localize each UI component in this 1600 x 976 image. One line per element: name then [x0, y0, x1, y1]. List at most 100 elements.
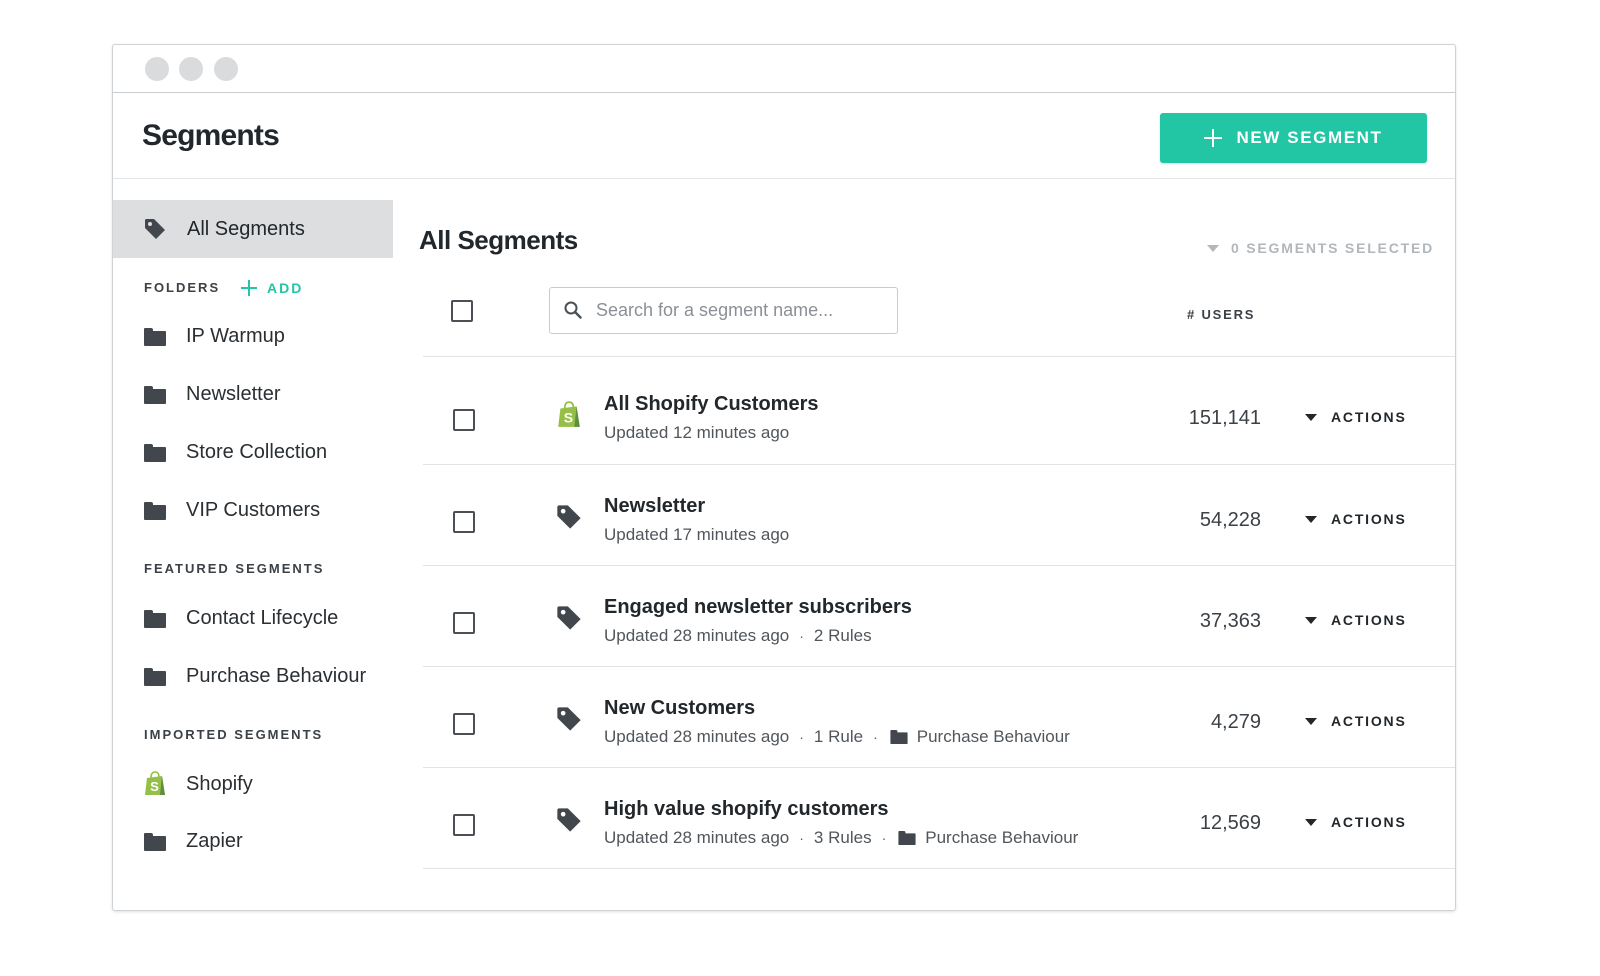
- search-icon: [564, 301, 582, 319]
- segment-folder-label: Purchase Behaviour: [916, 727, 1070, 746]
- plus-icon: [1204, 129, 1223, 147]
- actions-label: ACTIONS: [1331, 713, 1407, 729]
- actions-dropdown[interactable]: ACTIONS: [1305, 511, 1407, 527]
- tag-icon: [557, 505, 581, 529]
- folders-heading: FOLDERS: [144, 280, 221, 295]
- sidebar-item-purchase-behaviour[interactable]: Purchase Behaviour: [144, 665, 366, 688]
- caret-down-icon: [1305, 818, 1317, 826]
- table-row: Newsletter Updated 17 minutes ago 54,228…: [423, 465, 1455, 565]
- divider: [423, 356, 1455, 357]
- sidebar-item-shopify[interactable]: S Shopify: [144, 771, 253, 797]
- segment-name[interactable]: All Shopify Customers: [604, 393, 819, 415]
- actions-label: ACTIONS: [1331, 511, 1407, 527]
- caret-down-icon: [1305, 616, 1317, 624]
- meta-separator: ·: [873, 729, 878, 745]
- window-titlebar: [113, 45, 1455, 93]
- add-folder-label: ADD: [267, 280, 304, 296]
- sidebar-item-label: Shopify: [186, 772, 253, 795]
- segment-updated: Updated 17 minutes ago: [604, 525, 790, 544]
- segment-user-count: 4,279: [1210, 711, 1261, 733]
- segment-user-count: 151,141: [1188, 407, 1261, 429]
- search-input[interactable]: [596, 288, 891, 333]
- segments-selected-label: 0 SEGMENTS SELECTED: [1231, 240, 1435, 256]
- imported-segments-heading: IMPORTED SEGMENTS: [144, 727, 324, 742]
- sidebar-item-label: Newsletter: [186, 383, 281, 405]
- segment-user-count: 37,363: [1199, 610, 1261, 632]
- actions-dropdown[interactable]: ACTIONS: [1305, 814, 1407, 830]
- users-column-header[interactable]: # USERS: [1187, 307, 1256, 322]
- segment-name[interactable]: Engaged newsletter subscribers: [604, 596, 912, 618]
- caret-down-icon: [1305, 717, 1317, 725]
- caret-down-icon: [1207, 244, 1219, 252]
- folder-icon: [144, 609, 166, 628]
- table-row: S All Shopify Customers Updated 12 minut…: [423, 363, 1455, 463]
- meta-separator: ·: [799, 729, 804, 745]
- segment-updated: Updated 12 minutes ago: [604, 423, 790, 442]
- sidebar-item-zapier[interactable]: Zapier: [144, 830, 243, 853]
- sidebar-item-store-collection[interactable]: Store Collection: [144, 441, 327, 464]
- segment-rules: 3 Rules: [813, 828, 872, 847]
- folder-icon: [898, 830, 916, 846]
- sidebar-item-all-segments[interactable]: All Segments: [113, 200, 393, 258]
- caret-down-icon: [1305, 413, 1317, 421]
- svg-text:S: S: [150, 779, 159, 794]
- search-box[interactable]: [549, 287, 898, 334]
- segment-name[interactable]: Newsletter: [604, 495, 706, 517]
- folder-icon: [144, 501, 166, 520]
- table-row: High value shopify customers Updated 28 …: [423, 768, 1455, 868]
- segment-rules: 1 Rule: [813, 727, 864, 746]
- divider: [423, 464, 1455, 465]
- plus-icon: [241, 280, 257, 296]
- divider: [423, 666, 1455, 667]
- folder-icon: [144, 385, 166, 404]
- meta-separator: ·: [799, 628, 804, 644]
- segment-updated: Updated 28 minutes ago: [604, 626, 790, 645]
- sidebar-item-label: Zapier: [186, 830, 243, 852]
- segment-name[interactable]: New Customers: [604, 697, 756, 719]
- page-title: Segments: [142, 119, 280, 152]
- sidebar-item-label: All Segments: [187, 217, 305, 240]
- segment-folder[interactable]: Purchase Behaviour: [896, 828, 1078, 848]
- divider: [423, 868, 1455, 869]
- segment-user-count: 12,569: [1199, 812, 1261, 834]
- row-checkbox[interactable]: [453, 511, 475, 533]
- sidebar-item-label: VIP Customers: [186, 499, 321, 521]
- window-minimize-dot[interactable]: [179, 57, 203, 81]
- folder-icon: [144, 832, 166, 851]
- sidebar-item-contact-lifecycle[interactable]: Contact Lifecycle: [144, 607, 338, 630]
- segment-meta: Updated 28 minutes ago · 3 Rules · Purch…: [604, 828, 1078, 848]
- folder-icon: [890, 729, 908, 745]
- tag-icon: [145, 219, 165, 239]
- segment-meta: Updated 12 minutes ago: [604, 423, 789, 443]
- row-checkbox[interactable]: [453, 814, 475, 836]
- actions-dropdown[interactable]: ACTIONS: [1305, 713, 1407, 729]
- window-close-dot[interactable]: [145, 57, 169, 81]
- sidebar-item-ip-warmup[interactable]: IP Warmup: [144, 325, 285, 348]
- tag-icon: [557, 707, 581, 731]
- sidebar-item-newsletter[interactable]: Newsletter: [144, 383, 280, 406]
- add-folder-button[interactable]: ADD: [241, 280, 303, 296]
- new-segment-button[interactable]: NEW SEGMENT: [1160, 113, 1427, 163]
- sidebar-item-label: IP Warmup: [186, 325, 285, 347]
- select-all-checkbox[interactable]: [451, 300, 473, 322]
- actions-label: ACTIONS: [1331, 612, 1407, 628]
- segment-name[interactable]: High value shopify customers: [604, 798, 889, 820]
- actions-dropdown[interactable]: ACTIONS: [1305, 612, 1407, 628]
- actions-dropdown[interactable]: ACTIONS: [1305, 409, 1407, 425]
- segment-folder-label: Purchase Behaviour: [925, 828, 1079, 847]
- sidebar-item-label: Contact Lifecycle: [186, 607, 339, 629]
- row-checkbox[interactable]: [453, 713, 475, 735]
- segments-selected-dropdown[interactable]: 0 SEGMENTS SELECTED: [1207, 240, 1434, 256]
- meta-separator: ·: [799, 830, 804, 846]
- row-checkbox[interactable]: [453, 612, 475, 634]
- segment-folder[interactable]: Purchase Behaviour: [888, 727, 1070, 747]
- window-maximize-dot[interactable]: [214, 57, 238, 81]
- row-checkbox[interactable]: [453, 409, 475, 431]
- sidebar-item-vip-customers[interactable]: VIP Customers: [144, 499, 320, 522]
- page-header: Segments NEW SEGMENT: [113, 93, 1455, 179]
- segment-updated: Updated 28 minutes ago: [604, 727, 790, 746]
- divider: [423, 767, 1455, 768]
- tag-icon: [557, 606, 581, 630]
- caret-down-icon: [1305, 515, 1317, 523]
- segment-rules: 2 Rules: [813, 626, 872, 645]
